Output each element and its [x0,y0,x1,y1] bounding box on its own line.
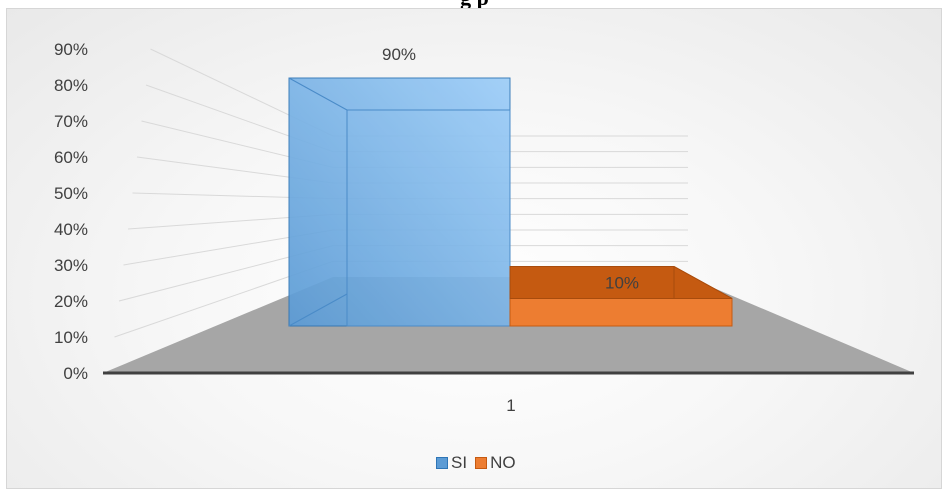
y-tick-label: 30% [54,256,88,275]
y-tick-label: 40% [54,220,88,239]
bar-back-edge [346,109,511,327]
y-tick-label: 20% [54,292,88,311]
legend-swatch [475,457,488,469]
bar-front-face [509,297,733,327]
bars [288,77,733,327]
data-label-no: 10% [605,273,639,292]
bar-no [509,265,733,327]
y-tick-label: 60% [54,148,88,167]
data-labels: 90% 10% [382,45,639,292]
legend-swatch [436,457,448,469]
bar-edge [288,293,348,327]
legend-item-no: NO [475,453,516,473]
y-tick-label: 90% [54,40,88,59]
legend-item-si: SI [436,453,467,473]
chart-title-clip: g p [0,0,949,8]
legend-label: SI [451,453,468,472]
legend-label: NO [490,453,516,472]
y-tick-label: 0% [63,364,88,383]
chart-title: g p [0,0,949,8]
y-axis-ticks: 0% 10% 20% 30% 40% 50% 60% 70% 80% 90% [54,40,88,383]
x-axis-categories: 1 [506,396,515,415]
data-label-si: 90% [382,45,416,64]
y-tick-label: 10% [54,328,88,347]
y-tick-label: 80% [54,76,88,95]
bar-front-face [288,77,511,327]
legend: SI NO [436,452,524,474]
x-category-label: 1 [506,396,515,415]
y-tick-label: 50% [54,184,88,203]
bar-edge [288,77,348,111]
y-tick-label: 70% [54,112,88,131]
bar-si [288,77,511,327]
